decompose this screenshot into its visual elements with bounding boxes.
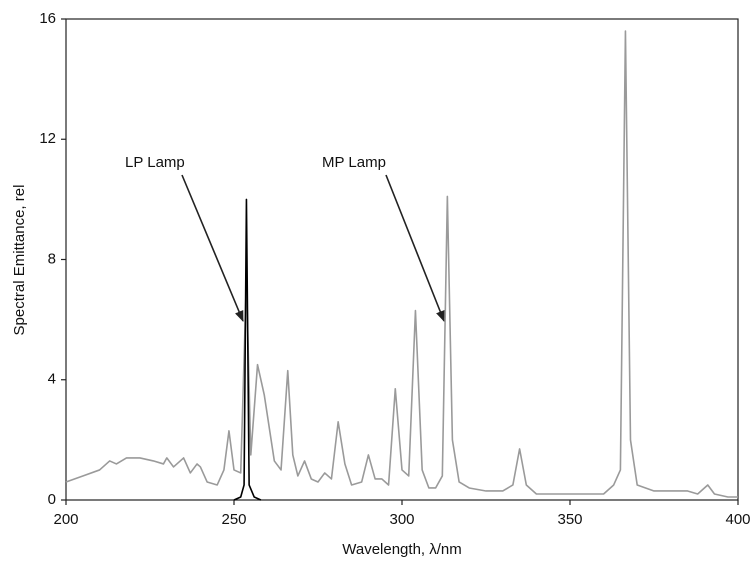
y-tick-label: 0	[48, 491, 56, 508]
x-tick-label: 350	[557, 511, 582, 528]
y-tick-label: 8	[48, 250, 56, 267]
annotation-arrow	[385, 174, 445, 323]
annotation: MP Lamp	[322, 154, 386, 171]
y-tick-label: 12	[39, 130, 56, 147]
x-tick-label: 300	[389, 511, 414, 528]
annotation: LP Lamp	[125, 154, 185, 171]
y-tick-label: 4	[48, 371, 56, 388]
x-tick-label: 200	[53, 511, 78, 528]
series-line	[233, 198, 262, 501]
y-tick-label: 16	[39, 10, 56, 27]
x-tick-label: 400	[725, 511, 750, 528]
x-tick-label: 250	[221, 511, 246, 528]
x-axis-title: Wavelength, λ/nm	[342, 541, 462, 558]
annotation-arrow	[181, 174, 244, 323]
series-line	[65, 30, 738, 498]
plot-frame	[65, 18, 739, 501]
y-axis-title: Spectral Emittance, rel	[11, 185, 28, 336]
